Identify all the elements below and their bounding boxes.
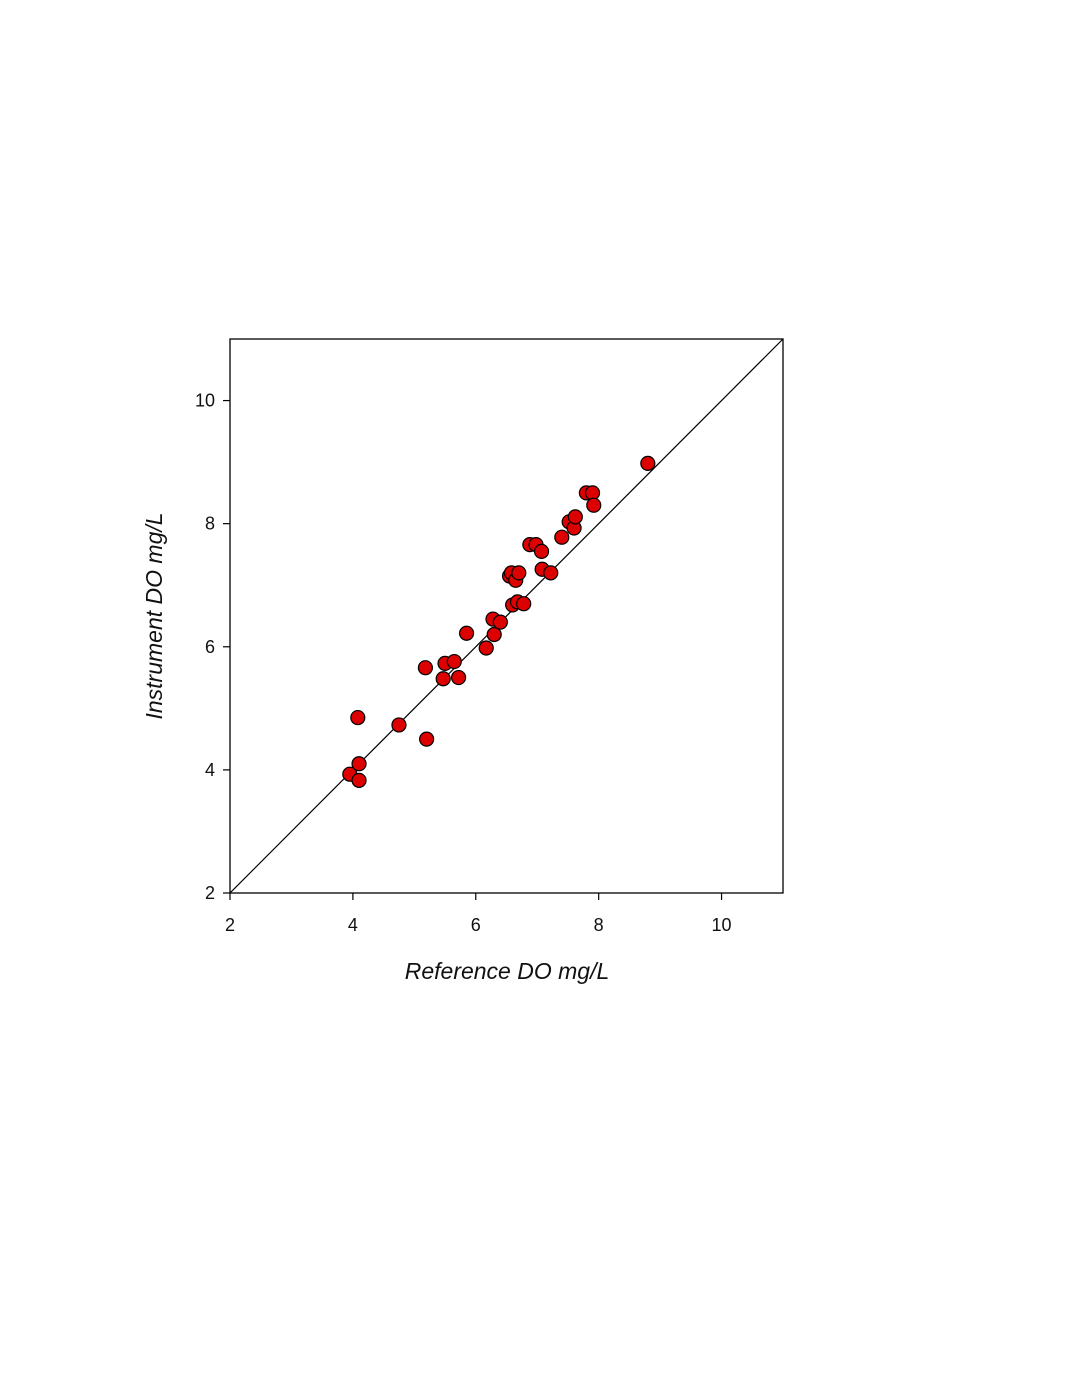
data-point xyxy=(435,671,451,687)
y-tick-label: 8 xyxy=(205,514,215,534)
x-tick-label: 10 xyxy=(712,915,732,935)
data-point xyxy=(450,669,467,686)
y-tick-label: 6 xyxy=(205,637,215,657)
x-tick-label: 4 xyxy=(348,915,358,935)
plot-frame xyxy=(229,338,784,894)
data-point xyxy=(492,614,508,630)
data-point xyxy=(458,625,475,641)
data-point xyxy=(486,626,502,643)
data-point xyxy=(446,653,462,670)
data-point xyxy=(640,455,656,471)
one-to-one-line xyxy=(229,338,784,894)
data-point xyxy=(478,640,494,656)
data-point xyxy=(516,596,532,612)
x-axis-title: Reference DO mg/L xyxy=(405,958,610,984)
data-point xyxy=(567,509,583,525)
y-tick-label: 2 xyxy=(205,883,215,903)
data-point xyxy=(533,543,550,559)
y-tick-label: 4 xyxy=(205,760,215,780)
data-point xyxy=(351,756,367,772)
marks-layer xyxy=(342,455,656,788)
data-point xyxy=(543,565,559,581)
data-point xyxy=(417,660,433,676)
y-tick-label: 10 xyxy=(195,391,215,411)
data-point xyxy=(391,717,407,733)
x-tick-label: 2 xyxy=(225,915,235,935)
data-point xyxy=(351,772,367,788)
plot-layer xyxy=(223,338,784,900)
x-tick-label: 6 xyxy=(471,915,481,935)
data-point xyxy=(350,709,366,726)
data-point xyxy=(419,731,435,747)
data-point xyxy=(586,497,602,513)
data-point xyxy=(554,529,570,545)
data-point xyxy=(511,565,527,581)
labels-layer: Reference DO mg/L Instrument DO mg/L 2 4 6… xyxy=(141,391,732,984)
y-axis-title: Instrument DO mg/L xyxy=(141,512,167,719)
x-tick-label: 8 xyxy=(594,915,604,935)
